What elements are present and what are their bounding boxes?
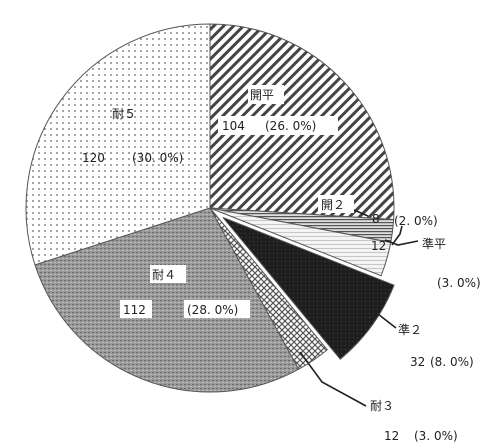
slice-percent: (30. 0%)	[132, 151, 183, 165]
pie-slice	[222, 216, 395, 360]
slice-percent: (8. 0%)	[430, 355, 474, 369]
label-tai4: 耐４ 112 (28. 0%)	[120, 265, 250, 318]
slice-label: 準平	[422, 236, 446, 251]
label-jun2: 準２ 32 (8. 0%)	[398, 322, 474, 369]
slice-label: 準２	[398, 322, 422, 337]
leader-line	[391, 225, 403, 246]
label-tai5: 耐５ 120 (30. 0%)	[82, 107, 183, 165]
slice-value: 12	[371, 239, 386, 253]
slice-percent: (3. 0%)	[414, 429, 458, 443]
label-kai2: 開２ 8 (2. 0%)	[318, 195, 438, 228]
label-tai3: 耐３ 12 (3. 0%)	[370, 399, 458, 443]
pie-slice	[34, 207, 300, 393]
slice-label: 開平	[250, 88, 274, 102]
slice-percent: (26. 0%)	[265, 119, 316, 133]
leader-line	[384, 239, 419, 246]
slice-value: 120	[82, 151, 105, 165]
slice-label: 開２	[321, 198, 345, 212]
slice-value: 32	[410, 355, 425, 369]
label-kaihei: 開平 104 (26. 0%)	[218, 85, 338, 135]
slice-label: 耐５	[112, 107, 136, 121]
slice-value: 8	[372, 212, 380, 226]
slice-percent: (28. 0%)	[187, 303, 238, 317]
slice-label: 耐３	[370, 399, 394, 413]
leader-line	[377, 313, 397, 329]
slice-value: 12	[384, 429, 399, 443]
slice-label: 耐４	[152, 268, 176, 282]
slice-percent: (2. 0%)	[394, 214, 438, 228]
label-junhei: 12 準平 (3. 0%)	[371, 236, 481, 290]
slice-percent: (3. 0%)	[437, 276, 481, 290]
pie-slice	[25, 23, 211, 266]
leader-line	[299, 351, 367, 407]
slice-value: 112	[123, 303, 146, 317]
leader-line	[353, 209, 369, 217]
slice-value: 104	[222, 119, 245, 133]
